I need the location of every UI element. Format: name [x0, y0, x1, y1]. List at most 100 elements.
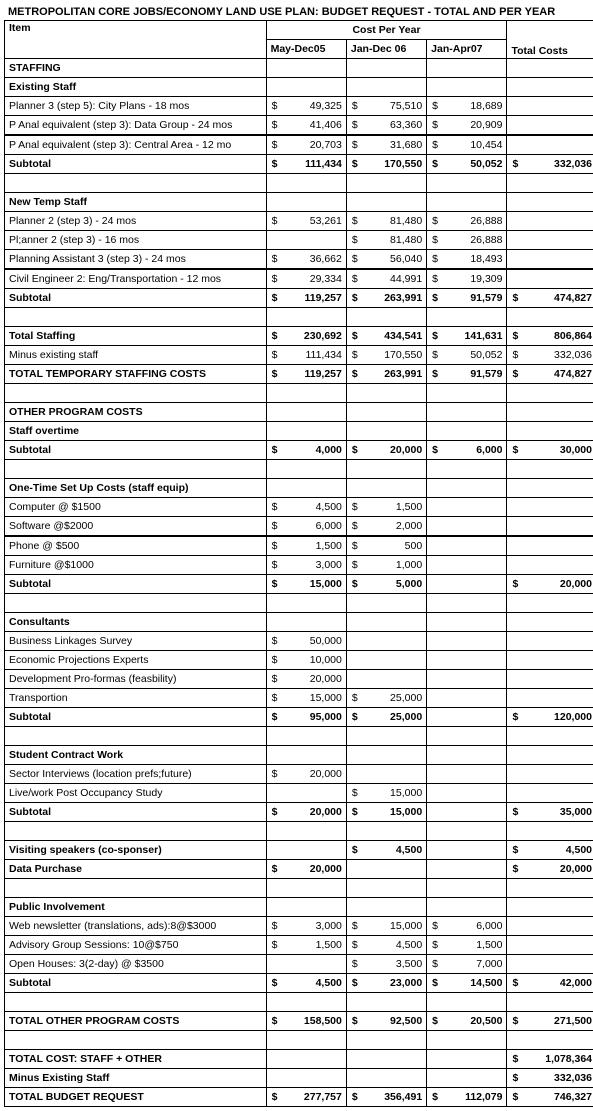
row-label: Phone @ $500 [5, 536, 267, 556]
table-cell: $26,888 [427, 212, 507, 231]
table-row [5, 879, 593, 898]
table-row: Subtotal$119,257$263,991$91,579$474,827 [5, 289, 593, 308]
table-cell [427, 479, 507, 498]
table-cell [507, 174, 593, 193]
table-cell [427, 517, 507, 537]
table-cell [427, 993, 507, 1012]
table-cell [427, 384, 507, 403]
table-cell [427, 1069, 507, 1088]
section-header: Existing Staff [5, 78, 267, 97]
table-cell: $119,257 [266, 289, 346, 308]
table-cell [346, 384, 426, 403]
table-cell: $63,360 [346, 116, 426, 136]
table-row: Advisory Group Sessions: 10@$750$1,500$4… [5, 936, 593, 955]
table-cell [5, 308, 267, 327]
table-cell: $4,500 [346, 841, 426, 860]
table-cell [346, 632, 426, 651]
table-cell [427, 632, 507, 651]
table-row: Data Purchase$20,000$20,000 [5, 860, 593, 879]
table-cell [507, 536, 593, 556]
table-cell [266, 841, 346, 860]
table-cell [507, 97, 593, 116]
table-cell [507, 765, 593, 784]
table-cell [507, 917, 593, 936]
row-label: TOTAL BUDGET REQUEST [5, 1088, 267, 1107]
table-row: Existing Staff [5, 78, 593, 97]
table-cell [266, 1069, 346, 1088]
table-row: Subtotal$15,000$5,000$20,000 [5, 575, 593, 594]
table-cell [266, 422, 346, 441]
row-label: Web newsletter (translations, ads):8@$30… [5, 917, 267, 936]
row-label: Civil Engineer 2: Eng/Transportation - 1… [5, 269, 267, 289]
table-cell: $120,000 [507, 708, 593, 727]
table-row: Software @$2000$6,000$2,000 [5, 517, 593, 537]
table-row: TOTAL TEMPORARY STAFFING COSTS$119,257$2… [5, 365, 593, 384]
table-cell [346, 898, 426, 917]
table-cell: $15,000 [266, 575, 346, 594]
table-cell: $20,000 [346, 441, 426, 460]
table-cell [427, 860, 507, 879]
table-row: Subtotal$4,000$20,000$6,000$30,000 [5, 441, 593, 460]
table-cell [507, 460, 593, 479]
table-cell: $4,500 [507, 841, 593, 860]
table-cell [266, 460, 346, 479]
row-label: Software @$2000 [5, 517, 267, 537]
table-cell [507, 135, 593, 155]
report-title: METROPOLITAN CORE JOBS/ECONOMY LAND USE … [4, 4, 593, 20]
table-cell: $10,454 [427, 135, 507, 155]
table-cell [427, 536, 507, 556]
table-cell [346, 1050, 426, 1069]
table-cell: $81,480 [346, 231, 426, 250]
table-cell [266, 784, 346, 803]
table-cell: $474,827 [507, 365, 593, 384]
table-cell [507, 212, 593, 231]
table-cell [346, 174, 426, 193]
table-cell [5, 594, 267, 613]
table-cell [507, 879, 593, 898]
table-cell: $1,500 [266, 936, 346, 955]
table-cell: $6,000 [266, 517, 346, 537]
table-cell: $263,991 [346, 365, 426, 384]
table-cell [346, 59, 426, 78]
table-cell [427, 803, 507, 822]
table-cell: $29,334 [266, 269, 346, 289]
table-row: One-Time Set Up Costs (staff equip) [5, 479, 593, 498]
table-cell: $3,500 [346, 955, 426, 974]
table-cell [427, 879, 507, 898]
table-cell [427, 841, 507, 860]
table-row: Minus Existing Staff$332,036 [5, 1069, 593, 1088]
table-cell [346, 746, 426, 765]
row-label: TOTAL COST: STAFF + OTHER [5, 1050, 267, 1069]
table-row [5, 727, 593, 746]
table-row: P Anal equivalent (step 3): Data Group -… [5, 116, 593, 136]
table-cell: $44,991 [346, 269, 426, 289]
table-cell: $434,541 [346, 327, 426, 346]
table-cell [346, 403, 426, 422]
table-row: Total Staffing$230,692$434,541$141,631$8… [5, 327, 593, 346]
table-cell: $158,500 [266, 1012, 346, 1031]
table-cell [346, 765, 426, 784]
table-cell: $35,000 [507, 803, 593, 822]
table-cell: $271,500 [507, 1012, 593, 1031]
table-cell [346, 193, 426, 212]
row-label: Minus existing staff [5, 346, 267, 365]
table-cell [266, 879, 346, 898]
row-label: Transportion [5, 689, 267, 708]
table-cell [346, 594, 426, 613]
table-cell: $112,079 [427, 1088, 507, 1107]
table-cell [346, 822, 426, 841]
table-cell: $474,827 [507, 289, 593, 308]
row-label: Subtotal [5, 708, 267, 727]
table-cell [427, 727, 507, 746]
table-row: Sector Interviews (location prefs;future… [5, 765, 593, 784]
table-cell [427, 78, 507, 97]
table-cell [427, 498, 507, 517]
table-cell [5, 879, 267, 898]
table-cell [346, 670, 426, 689]
table-cell [427, 613, 507, 632]
table-cell [507, 384, 593, 403]
table-cell: $20,909 [427, 116, 507, 136]
table-cell [507, 308, 593, 327]
section-header: STAFFING [5, 59, 267, 78]
table-cell: $14,500 [427, 974, 507, 993]
